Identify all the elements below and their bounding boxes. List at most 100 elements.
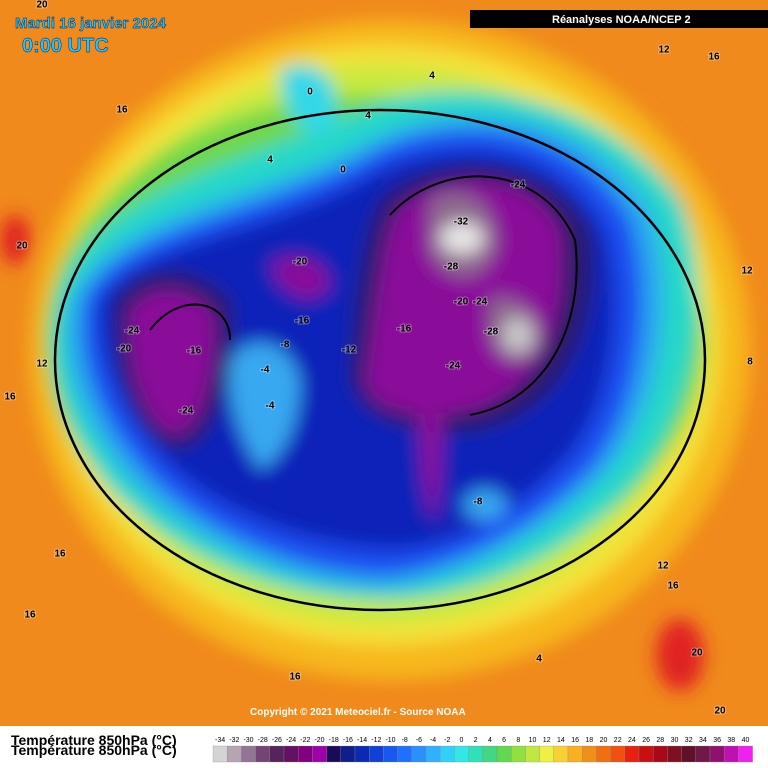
scale-label: 34	[699, 737, 707, 744]
scale-label: 12	[543, 737, 551, 744]
scale-label: -32	[229, 737, 239, 744]
scale-swatch	[482, 745, 498, 763]
scale-label: 16	[571, 737, 579, 744]
scale-label: -16	[343, 737, 353, 744]
contour-label: -24	[473, 297, 488, 308]
scale-swatch	[695, 745, 711, 763]
scale-swatch	[653, 745, 668, 763]
scale-swatch	[596, 745, 611, 763]
scale-swatch	[567, 745, 583, 763]
contour-label: 4	[536, 654, 542, 665]
scale-label: -30	[243, 737, 253, 744]
contour-label: -16	[295, 316, 310, 327]
scale-label: -6	[416, 737, 422, 744]
date-title: Mardi 16 janvier 2024	[15, 15, 167, 32]
source-banner	[470, 10, 768, 28]
scale-swatch	[326, 745, 341, 763]
scale-swatch	[738, 745, 753, 763]
contour-label: 16	[24, 610, 36, 621]
scale-label: 0	[460, 737, 464, 744]
contour-label: 20	[714, 706, 726, 717]
scale-label: -34	[215, 737, 225, 744]
contour-label: -28	[484, 327, 499, 338]
scale-swatch	[312, 745, 327, 763]
scale-swatch	[539, 745, 554, 763]
contour-labels: 20 16 4 0 4 4 0 12 16 20 12 16 -24 -20 -16 -24 -20 -16 -8 -…	[3, 0, 754, 718]
scale-swatch	[440, 745, 455, 763]
scale-label: 20	[600, 737, 608, 744]
contour-label: -28	[444, 262, 459, 273]
scale-label: -8	[402, 737, 408, 744]
contour-label: -12	[342, 345, 357, 356]
contour-label: -16	[397, 324, 412, 335]
scale-label: 10	[529, 737, 537, 744]
contour-label: 12	[658, 45, 670, 56]
scale-swatch	[425, 745, 441, 763]
scale-swatch	[553, 745, 569, 763]
temperature-field	[0, 0, 768, 726]
scale-swatch	[454, 745, 469, 763]
color-scale: -34 -32 -30 -28 -26 -24 -22 -20 -18 -16 -14 -12 -10-…	[212, 737, 753, 763]
copyright: Copyright © 2021 Meteociel.fr - Source N…	[250, 707, 466, 718]
contour-label: -20	[117, 344, 132, 355]
scale-swatch	[681, 745, 696, 763]
contour-label: -16	[187, 346, 202, 357]
scale-swatch	[383, 745, 398, 763]
contour-label: 16	[116, 105, 128, 116]
scale-swatch	[667, 745, 682, 763]
scale-label: 8	[516, 737, 520, 744]
scale-label: 38	[727, 737, 735, 744]
scale-label: 28	[656, 737, 664, 744]
scale-swatch	[610, 745, 625, 763]
contour-label: -8	[281, 340, 290, 351]
scale-swatch	[340, 745, 356, 763]
scale-swatch	[269, 745, 285, 763]
contour-label: -20	[454, 297, 469, 308]
contour-label: 16	[54, 549, 66, 560]
scale-label: 26	[642, 737, 650, 744]
scale-label: 30	[671, 737, 679, 744]
contour-label: 8	[747, 357, 753, 368]
legend-title-shadow: Température 850hPa (°C)	[11, 742, 177, 758]
scale-label: -10	[385, 737, 395, 744]
scale-label: -2	[444, 737, 450, 744]
scale-label: -24	[286, 737, 296, 744]
scale-label: -20	[314, 737, 324, 744]
scale-label: -14	[357, 737, 367, 744]
scale-label: 6	[502, 737, 506, 744]
scale-label: 22	[614, 737, 622, 744]
scale-swatch	[724, 745, 739, 763]
scale-label: 18	[585, 737, 593, 744]
contour-label: -20	[293, 257, 308, 268]
scale-swatch	[511, 745, 526, 763]
scale-label: -12	[371, 737, 381, 744]
time-title: 0:00 UTC	[22, 35, 109, 57]
contour-label: -32	[454, 217, 469, 228]
contour-label: 20	[36, 0, 48, 11]
scale-label: -22	[300, 737, 310, 744]
scale-label: -4	[430, 737, 436, 744]
contour-label: 16	[708, 52, 720, 63]
scale-label: 24	[628, 737, 636, 744]
scale-label: 2	[474, 737, 478, 744]
scale-label: 4	[488, 737, 492, 744]
source-text: Réanalyses NOAA/NCEP 2	[552, 14, 691, 26]
scale-swatch	[525, 745, 540, 763]
scale-swatch	[582, 745, 597, 763]
contour-label: 4	[365, 111, 371, 122]
contour-label: 16	[667, 581, 679, 592]
scale-swatch	[369, 745, 384, 763]
contour-label: -4	[266, 401, 275, 412]
scale-label: 40	[742, 737, 750, 744]
contour-label: 16	[289, 672, 301, 683]
contour-label: 12	[741, 266, 753, 277]
contour-label: -4	[261, 365, 270, 376]
scale-swatch	[283, 745, 299, 763]
scale-swatch	[638, 745, 654, 763]
scale-swatch	[227, 745, 242, 763]
scale-label: 36	[713, 737, 721, 744]
scale-label: -26	[272, 737, 282, 744]
contour-label: 16	[4, 392, 16, 403]
